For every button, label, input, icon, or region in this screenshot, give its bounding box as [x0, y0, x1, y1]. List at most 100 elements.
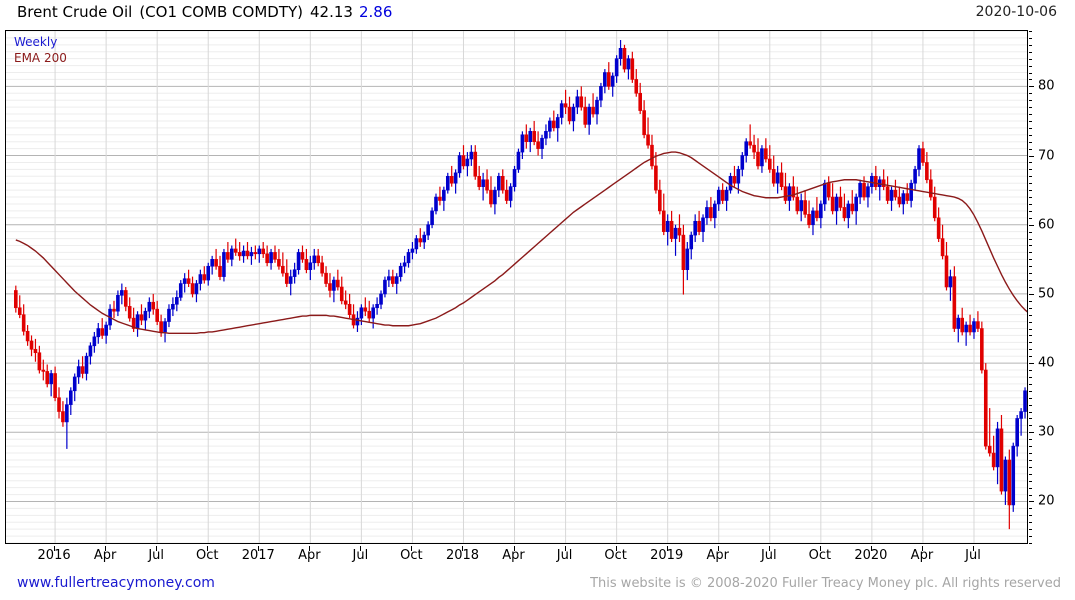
- x-tick: [717, 546, 719, 551]
- x-axis-label: 2016: [37, 548, 71, 563]
- y-tick: [1029, 446, 1032, 448]
- x-axis-label: Apr: [502, 548, 525, 563]
- y-tick: [1029, 328, 1032, 330]
- last-price: 42.13: [310, 3, 353, 21]
- x-axis-label: Apr: [706, 548, 729, 563]
- x-axis-label: Oct: [400, 548, 423, 563]
- instrument-title: Brent Crude Oil (CO1 COMB COMDTY) 42.13 2.8…: [17, 3, 392, 21]
- y-tick: [1029, 404, 1032, 406]
- y-tick: [1029, 51, 1032, 53]
- y-tick: [1029, 183, 1032, 185]
- y-axis-label: 60: [1038, 217, 1055, 233]
- y-axis-label: 80: [1038, 78, 1055, 94]
- y-axis-label: 70: [1038, 148, 1055, 164]
- y-axis-label: 20: [1038, 493, 1055, 509]
- x-tick: [258, 546, 260, 551]
- x-axis-label: 2019: [650, 548, 684, 563]
- chart-legend: Weekly EMA 200: [14, 34, 67, 66]
- y-tick: [1029, 259, 1032, 261]
- x-tick: [921, 546, 923, 551]
- chart-date: 2020-10-06: [975, 4, 1057, 20]
- x-tick: [156, 546, 158, 551]
- candlestick-series: [14, 39, 1027, 530]
- y-tick: [1029, 190, 1032, 192]
- x-axis-label: Jul: [148, 548, 165, 563]
- y-tick: [1029, 224, 1034, 226]
- y-tick: [1029, 245, 1032, 247]
- y-tick: [1029, 459, 1032, 461]
- chart-plot-area[interactable]: Weekly EMA 200: [5, 30, 1028, 544]
- x-tick: [360, 546, 362, 551]
- y-tick: [1029, 37, 1032, 39]
- y-tick: [1029, 231, 1032, 233]
- instrument-ticker: (CO1 COMB COMDTY): [139, 3, 304, 21]
- y-tick: [1029, 439, 1032, 441]
- y-tick: [1029, 321, 1032, 323]
- x-tick: [819, 546, 821, 551]
- y-axis-label: 30: [1038, 424, 1055, 440]
- y-tick: [1029, 543, 1032, 544]
- y-tick: [1029, 65, 1032, 67]
- x-axis-label: Oct: [604, 548, 627, 563]
- y-tick: [1029, 383, 1032, 385]
- x-axis-label: 2020: [854, 548, 888, 563]
- y-tick: [1029, 432, 1034, 434]
- x-axis-label: Jul: [760, 548, 777, 563]
- y-axis-label: 40: [1038, 355, 1055, 371]
- x-tick: [105, 546, 107, 551]
- y-tick: [1029, 287, 1032, 288]
- y-tick: [1029, 536, 1032, 538]
- x-tick: [564, 546, 566, 551]
- chart-gridlines: [6, 31, 1027, 543]
- y-tick: [1029, 300, 1032, 302]
- y-tick: [1029, 86, 1034, 88]
- y-tick: [1029, 487, 1032, 489]
- y-tick: [1029, 411, 1032, 413]
- x-axis: 2016 Apr Jul Oct 2017 Apr Jul Oct 2018 Apr Jul Oct 2…: [5, 546, 1028, 568]
- x-axis-label: Oct: [195, 548, 219, 563]
- y-tick: [1029, 127, 1032, 129]
- site-url[interactable]: www.fullertreacymoney.com: [17, 575, 215, 591]
- copyright-notice: This website is © 2008-2020 Fuller Treac…: [590, 576, 1061, 591]
- y-tick: [1029, 508, 1032, 510]
- y-tick: [1029, 307, 1032, 309]
- x-tick: [411, 546, 413, 551]
- y-tick: [1029, 169, 1032, 171]
- x-tick: [870, 546, 872, 551]
- y-tick: [1029, 390, 1032, 392]
- price-change: 2.86: [358, 3, 393, 21]
- y-tick: [1029, 425, 1032, 427]
- y-axis: 20 30 40 50 60 70 80: [1029, 30, 1075, 544]
- y-tick: [1029, 370, 1032, 372]
- y-tick: [1029, 203, 1032, 205]
- y-tick: [1029, 529, 1032, 531]
- y-tick: [1029, 44, 1032, 46]
- y-tick: [1029, 58, 1032, 60]
- y-tick: [1029, 501, 1034, 503]
- x-tick: [54, 546, 56, 551]
- chart-footer: www.fullertreacymoney.com This website i…: [0, 573, 1075, 599]
- y-tick: [1029, 162, 1032, 164]
- y-tick: [1029, 100, 1032, 102]
- y-tick: [1029, 418, 1032, 420]
- y-tick: [1029, 93, 1032, 95]
- y-tick: [1029, 494, 1032, 496]
- y-tick: [1029, 134, 1032, 136]
- y-tick: [1029, 473, 1032, 475]
- x-axis-label: Apr: [910, 548, 934, 563]
- x-axis-label: 2018: [445, 548, 480, 563]
- y-tick: [1029, 31, 1032, 32]
- y-tick: [1029, 238, 1032, 240]
- y-tick: [1029, 217, 1032, 219]
- x-axis-label: Apr: [93, 548, 117, 563]
- x-axis-label: Jul: [556, 548, 573, 563]
- y-tick: [1029, 141, 1032, 143]
- y-tick: [1029, 356, 1032, 358]
- legend-interval: Weekly: [14, 35, 58, 49]
- x-axis-label: 2017: [241, 548, 275, 563]
- x-tick: [768, 546, 770, 551]
- y-tick: [1029, 293, 1034, 295]
- x-tick: [513, 546, 515, 551]
- x-tick: [666, 546, 668, 551]
